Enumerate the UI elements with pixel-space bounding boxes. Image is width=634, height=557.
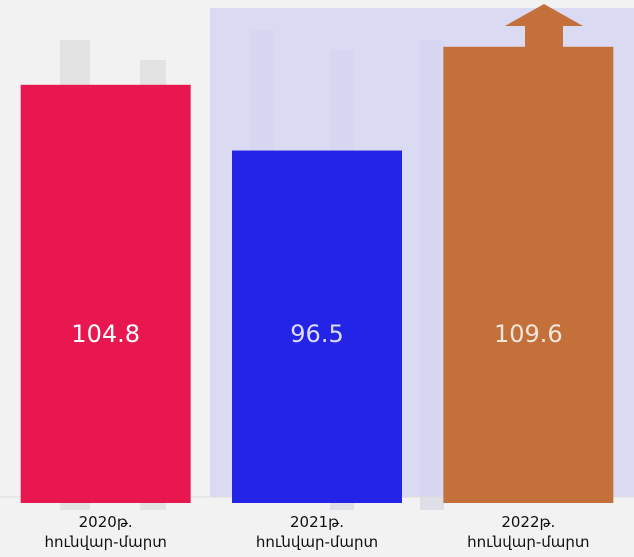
x-tick-label: 2021թ. հունվար-մարտ <box>217 512 417 552</box>
bar <box>443 47 613 503</box>
chart: 104.8 96.5 109.6 2020թ. հունվար-մարտ 2021թ.… <box>0 0 634 557</box>
value-label: 104.8 <box>71 320 140 348</box>
value-label: 96.5 <box>290 320 343 348</box>
value-label: 109.6 <box>494 320 563 348</box>
chart-canvas: 104.8 96.5 109.6 <box>0 0 634 557</box>
x-tick-label: 2022թ. հունվար-մարտ <box>428 512 628 552</box>
x-tick-label: 2020թ. հունվար-մարտ <box>6 512 206 552</box>
bar <box>21 85 191 503</box>
